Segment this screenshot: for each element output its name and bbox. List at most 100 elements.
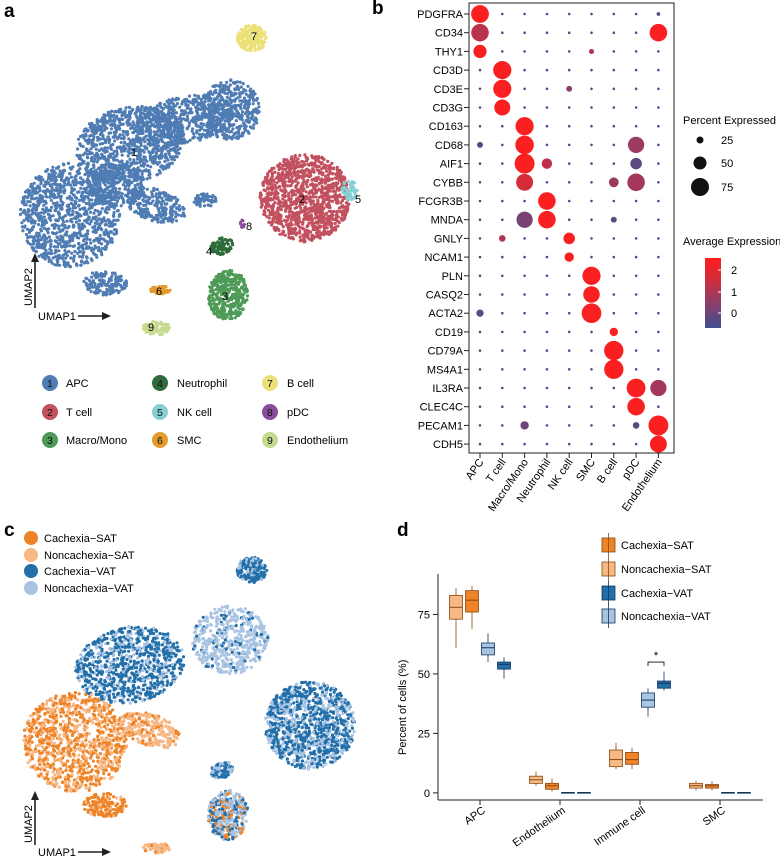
dot-casq2-t-cell <box>501 293 504 296</box>
color-legend-tick-1: 1 <box>731 287 737 299</box>
dot-cd19-b-cell <box>609 327 618 337</box>
dot-cd3g-apc <box>478 106 482 109</box>
legend-num-9: 9 <box>267 435 273 447</box>
dot-cdh5-neutrophil <box>545 442 549 446</box>
cluster-tcell <box>258 153 352 244</box>
legend-label-tcell: T cell <box>66 407 92 419</box>
dot-cybb-pdc <box>627 173 645 192</box>
box-endothelium-cachexia-sat <box>545 778 559 792</box>
gene-label-pdgfra: PDGFRA <box>417 9 464 21</box>
dot-cd19-macro-mono <box>523 330 526 334</box>
dot-cd3d-neutrophil <box>545 68 549 72</box>
legend-item-bcell: 7 B cell <box>262 375 314 391</box>
dot-fcgr3b-nk-cell <box>567 199 571 203</box>
cluster-label-4: 4 <box>206 246 212 258</box>
dot-cd3g-endothelium <box>657 106 660 109</box>
y-tick-25: 25 <box>418 728 430 740</box>
umap-a-ylabel: UMAP2 <box>23 268 35 306</box>
dot-aif1-b-cell <box>612 162 616 165</box>
gene-label-pln: PLN <box>442 271 463 283</box>
dot-cd3e-t-cell <box>493 79 512 98</box>
dot-ncam1-smc <box>590 255 593 259</box>
dot-cd68-b-cell <box>612 143 616 147</box>
legend-item-macro: 3 Macro/Mono <box>42 432 127 448</box>
dot-casq2-nk-cell <box>567 293 571 296</box>
dot-cdh5-endothelium <box>649 435 667 453</box>
dotplot-color-legend: Average Expression 2 1 0 <box>683 236 780 328</box>
dot-ncam1-pdc <box>634 255 638 259</box>
dot-mnda-nk-cell <box>567 218 571 221</box>
dot-gnly-neutrophil <box>545 237 549 240</box>
box-legend-label-noncachexia-vat: Noncachexia−VAT <box>621 611 711 623</box>
gene-label-thy1: THY1 <box>435 46 463 58</box>
dot-il3ra-t-cell <box>501 386 504 390</box>
dot-ms4a1-smc <box>590 368 593 371</box>
umap-a-cluster-labels: 1 2 3 4 5 6 7 8 9 <box>131 31 361 334</box>
group-apc-right <box>191 604 270 676</box>
dot-clec4c-nk-cell <box>567 405 571 408</box>
group-label-noncachexia-vat: Noncachexia−VAT <box>44 583 134 595</box>
dot-cd3d-t-cell <box>493 61 512 80</box>
panel-label-b: b <box>372 0 384 19</box>
dot-cd3e-macro-mono <box>523 87 526 91</box>
dot-casq2-endothelium <box>657 293 660 296</box>
celltype-label-smc: SMC <box>574 457 598 484</box>
color-legend-tick-0: 0 <box>731 308 737 320</box>
gene-label-cd79a: CD79A <box>428 346 464 358</box>
dot-cdh5-apc <box>478 442 482 446</box>
cluster-apc-mid <box>84 162 145 209</box>
dot-casq2-b-cell <box>612 293 616 296</box>
dot-cd34-t-cell <box>501 31 504 34</box>
size-legend-label-75: 75 <box>721 182 733 194</box>
dot-cd3e-nk-cell <box>566 85 573 92</box>
dot-clec4c-endothelium <box>657 405 660 408</box>
box-smc-cachexia-sat <box>705 780 719 791</box>
gene-label-acta2: ACTA2 <box>428 308 463 320</box>
dot-clec4c-pdc <box>627 397 645 416</box>
dot-cd163-macro-mono <box>515 117 534 136</box>
dot-cd163-neutrophil <box>545 124 549 128</box>
gene-label-il3ra: IL3RA <box>432 383 463 395</box>
dot-cd68-smc <box>590 143 593 147</box>
dot-cd34-neutrophil <box>545 31 549 34</box>
legend-num-6: 6 <box>157 435 163 447</box>
cluster-label-5: 5 <box>355 194 361 206</box>
dot-pln-endothelium <box>657 274 660 278</box>
dot-cd19-neutrophil <box>545 330 549 334</box>
dot-cd3d-apc <box>478 68 482 72</box>
dot-gnly-nk-cell <box>563 232 575 245</box>
box-endothelium-noncachexia-sat <box>529 771 543 786</box>
dotplot-size-legend: Percent Expressed 25 50 75 <box>683 115 776 196</box>
dot-acta2-b-cell <box>612 311 616 315</box>
legend-label-bcell: B cell <box>287 378 314 390</box>
boxplot-legend: Cachexia−SAT Noncachexia−SAT Cachexia−VA… <box>601 533 712 628</box>
dot-cd3d-smc <box>590 68 593 72</box>
dot-cybb-b-cell <box>608 177 619 188</box>
dot-ms4a1-b-cell <box>604 359 624 379</box>
dot-clec4c-smc <box>590 405 593 408</box>
color-legend-title: Average Expression <box>683 236 780 248</box>
dot-cd19-smc <box>590 330 593 334</box>
dot-fcgr3b-b-cell <box>612 199 616 203</box>
dot-il3ra-apc <box>478 386 482 390</box>
size-legend-label-25: 25 <box>721 135 733 147</box>
dot-il3ra-macro-mono <box>523 386 526 390</box>
cluster-label-6: 6 <box>156 286 162 298</box>
umap-a-axes: UMAP1 UMAP2 <box>23 253 111 323</box>
dot-acta2-t-cell <box>501 311 504 315</box>
dot-pdgfra-t-cell <box>501 12 504 16</box>
dot-pln-neutrophil <box>545 274 549 278</box>
legend-num-4: 4 <box>157 378 163 390</box>
cluster-macro <box>207 268 250 321</box>
umap-a-xlabel: UMAP1 <box>38 311 76 323</box>
dot-cybb-endothelium <box>657 181 660 184</box>
dot-cd3e-smc <box>590 87 593 91</box>
dot-cybb-t-cell <box>501 181 504 184</box>
dot-cd3g-t-cell <box>494 99 511 116</box>
group-macro <box>206 788 249 842</box>
dot-cd68-t-cell <box>501 143 504 147</box>
dot-cd34-pdc <box>634 31 638 34</box>
celltype-label-b-cell: B cell <box>595 457 620 486</box>
legend-item-neutrophil: 4 Neutrophil <box>152 375 227 391</box>
dot-aif1-pdc <box>630 157 642 170</box>
